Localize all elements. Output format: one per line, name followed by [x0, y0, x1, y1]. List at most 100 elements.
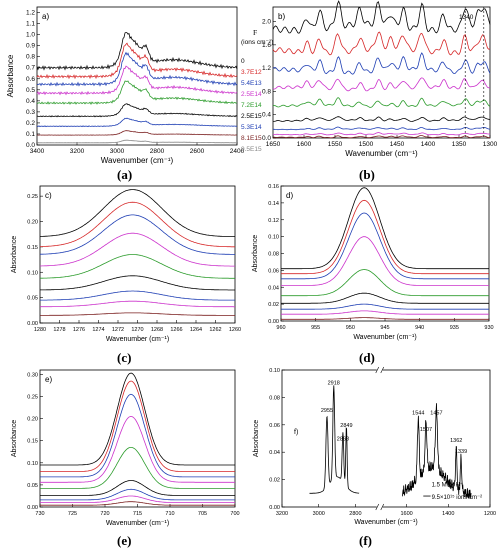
y-axis-label: Absorbance: [6, 54, 15, 97]
series-line: [272, 52, 491, 75]
y-tick-label: 0.25: [27, 395, 38, 401]
axis-break-mask: [376, 504, 383, 510]
y-tick-label: 0.0: [262, 135, 271, 142]
x-tick-label: 1600: [400, 511, 412, 517]
y-tick-label: 0.5: [26, 87, 35, 94]
y-tick-label: 1.6: [262, 42, 271, 49]
x-tick-label: 2600: [190, 148, 205, 155]
caption-f: (f): [359, 533, 372, 548]
legend-entry: 5.3E14: [241, 124, 262, 131]
axis-break-mark: [380, 366, 385, 374]
series-line: [281, 236, 489, 287]
x-tick-label: 945: [380, 325, 389, 331]
panel-label: d): [286, 191, 293, 200]
y-tick-label: 0.06: [269, 423, 280, 429]
y-tick-label: 0.00: [27, 505, 38, 511]
annotation: 1340: [459, 14, 474, 21]
y-tick-label: 0.04: [268, 285, 279, 291]
peak-label: 1457: [430, 411, 442, 417]
peak-label: 1339: [455, 449, 467, 455]
series-line-0: [36, 32, 238, 71]
x-tick-label: 2800: [349, 511, 361, 517]
legend-entry: 5.4E13: [241, 80, 262, 87]
caption-d: (d): [359, 350, 375, 365]
legend-entry: 8.1E15: [241, 135, 262, 142]
series-line: [40, 372, 235, 466]
y-tick-label: 0.4: [26, 98, 35, 105]
x-tick-label: 3000: [313, 511, 325, 517]
x-tick-label: 705: [198, 511, 207, 517]
series-line: [272, 0, 491, 34]
legend-entry: 1.5 MeV H⁺: [432, 481, 464, 488]
y-tick-label: 0.05: [27, 483, 38, 489]
x-tick-label: 1650: [266, 141, 281, 148]
x-tick-label: 1272: [112, 327, 124, 333]
y-tick-label: 0.00: [269, 505, 280, 511]
y-tick-label: 0.20: [27, 220, 38, 226]
caption-b: (b): [359, 167, 375, 182]
legend-entry: 9.5E15: [241, 146, 262, 153]
x-tick-label: 2800: [150, 148, 165, 155]
spectrum-line-right: [402, 403, 472, 500]
y-tick-label: 0.15: [27, 439, 38, 445]
series-line: [40, 501, 235, 506]
x-tick-label: 1300: [483, 141, 497, 148]
x-tick-label: 730: [35, 511, 44, 517]
series-line: [39, 189, 235, 238]
x-tick-label: 935: [450, 325, 459, 331]
series-line-7.2E14: [36, 80, 238, 105]
series-line: [272, 132, 491, 136]
series-line-2.5E15: [36, 103, 238, 118]
y-tick-label: 0.15: [27, 245, 38, 251]
series-line-5.4E13: [36, 51, 238, 87]
x-tick-label: 1276: [73, 327, 85, 333]
spectrum-line-left: [309, 385, 360, 494]
series-line: [40, 380, 235, 473]
series-line: [281, 292, 489, 304]
x-tick-label: 1600: [297, 141, 312, 148]
x-axis-label: Wavenumber (cm⁻¹): [345, 149, 418, 158]
axis-break-mask: [376, 367, 383, 373]
x-tick-label: 1270: [131, 327, 143, 333]
peak-label: 1507: [420, 427, 432, 433]
series-line: [40, 254, 235, 279]
y-tick-label: 2.0: [262, 19, 271, 26]
y-tick-label: 0.0: [26, 142, 35, 149]
y-axis-label: Absorbance: [11, 420, 18, 457]
x-axis-label: Wavenumber (cm⁻¹): [106, 336, 169, 343]
series-line: [40, 495, 235, 504]
panel-label: f): [294, 429, 298, 436]
y-tick-label: 0.02: [268, 302, 279, 308]
x-tick-label: 1200: [484, 511, 496, 517]
y-tick-label: 0.10: [269, 368, 280, 374]
y-tick-label: 0.8: [262, 88, 271, 95]
y-tick-label: 0.12: [268, 218, 279, 224]
series-line: [40, 275, 235, 291]
legend-entry: 2.5E15: [241, 113, 262, 120]
series-line: [281, 269, 489, 297]
legend-title: F: [253, 28, 257, 37]
series-line: [40, 480, 235, 496]
series-line-3.7E12: [36, 42, 238, 80]
legend-entry: 2.5E14: [241, 91, 262, 98]
legend-unit: (ions cm⁻²): [241, 39, 273, 46]
x-tick-label: 1280: [34, 327, 46, 333]
series-line: [40, 290, 235, 301]
y-tick-label: 0.00: [268, 319, 279, 325]
series-line: [40, 415, 235, 483]
series-line: [272, 116, 491, 122]
x-tick-label: 1400: [421, 141, 436, 148]
series-line: [281, 303, 489, 310]
legend-entry: 7.2E14: [241, 102, 262, 109]
x-tick-label: 700: [230, 511, 239, 517]
x-tick-label: 1268: [151, 327, 163, 333]
x-axis-label: Wavenumber (cm⁻¹): [353, 334, 416, 341]
y-tick-label: 0.08: [269, 395, 280, 401]
caption-e: (e): [117, 533, 132, 548]
y-tick-label: 0.7: [26, 65, 35, 72]
x-tick-label: 1278: [53, 327, 65, 333]
x-tick-label: 1260: [229, 327, 241, 333]
y-tick-label: 0.04: [269, 450, 280, 456]
x-tick-label: 3000: [110, 148, 125, 155]
